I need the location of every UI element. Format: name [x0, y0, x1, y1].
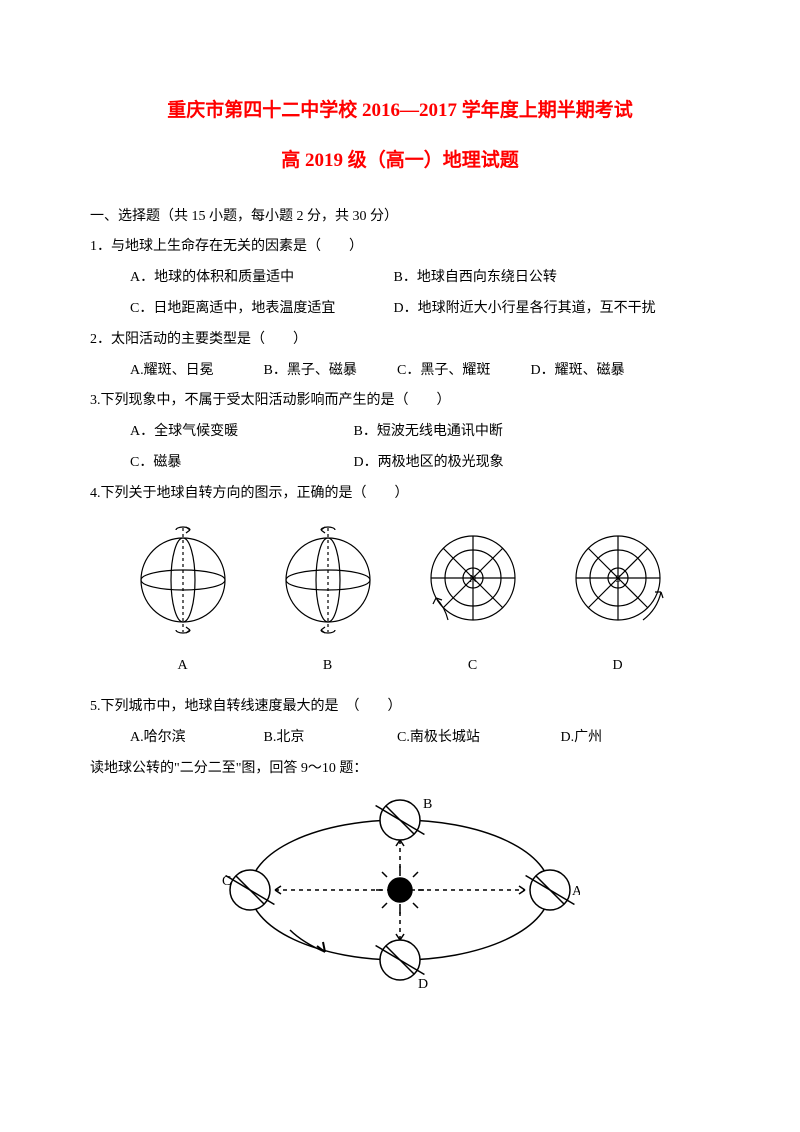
q4-diagram-D: S D — [563, 520, 673, 683]
svg-text:S: S — [615, 574, 621, 585]
q2-optD: D．耀斑、磁暴 — [531, 356, 625, 387]
q5-optC: C.南极长城站 — [397, 723, 557, 754]
q4-label-A: A — [128, 651, 238, 682]
q1-optD: D．地球附近大小行星各行其道，互不干扰 — [394, 294, 656, 325]
q3-optA: A．全球气候变暖 — [130, 417, 350, 448]
q4-diagram-C: N C — [418, 520, 528, 683]
section-heading: 一、选择题（共 15 小题，每小题 2 分，共 30 分） — [90, 202, 710, 233]
q3-optC: C．磁暴 — [130, 448, 350, 479]
q2-optA: A.耀斑、日冕 — [130, 356, 260, 387]
q1-optC: C．日地距离适中，地表温度适宜 — [130, 294, 390, 325]
svg-text:N: N — [469, 574, 476, 585]
orbit-intro: 读地球公转的"二分二至"图，回答 9～10 题： — [90, 754, 710, 785]
q4-label-D: D — [563, 651, 673, 682]
exam-title-main: 重庆市第四十二中学校 2016—2017 学年度上期半期考试 — [90, 90, 710, 132]
q4-diagram-B: B — [273, 520, 383, 683]
q3-stem: 3.下列现象中，不属于受太阳活动影响而产生的是（ ） — [90, 386, 710, 417]
q2-optC: C．黑子、耀斑 — [397, 356, 527, 387]
orbit-diagram: A B C D — [90, 790, 710, 1003]
svg-text:B: B — [423, 797, 432, 812]
exam-title-sub: 高 2019 级（高一）地理试题 — [90, 140, 710, 182]
svg-text:D: D — [418, 977, 428, 990]
svg-text:C: C — [222, 874, 231, 889]
q5-optA: A.哈尔滨 — [130, 723, 260, 754]
q1-optB: B．地球自西向东绕日公转 — [394, 263, 557, 294]
q5-stem: 5.下列城市中，地球自转线速度最大的是 （ ） — [90, 692, 710, 723]
q4-diagram-row: A B — [90, 515, 710, 688]
q4-diagram-A: A — [128, 520, 238, 683]
q2-stem: 2．太阳活动的主要类型是（ ） — [90, 325, 710, 356]
q1-optA: A．地球的体积和质量适中 — [130, 263, 390, 294]
q4-label-B: B — [273, 651, 383, 682]
q3-optD: D．两极地区的极光现象 — [354, 448, 504, 479]
q3-optB: B．短波无线电通讯中断 — [354, 417, 503, 448]
q4-label-C: C — [418, 651, 528, 682]
q5-optB: B.北京 — [264, 723, 394, 754]
q4-stem: 4.下列关于地球自转方向的图示，正确的是（ ） — [90, 479, 710, 510]
q1-stem: 1．与地球上生命存在无关的因素是（ ） — [90, 232, 710, 263]
svg-text:A: A — [572, 884, 580, 899]
q2-optB: B．黑子、磁暴 — [264, 356, 394, 387]
q5-optD: D.广州 — [561, 723, 603, 754]
